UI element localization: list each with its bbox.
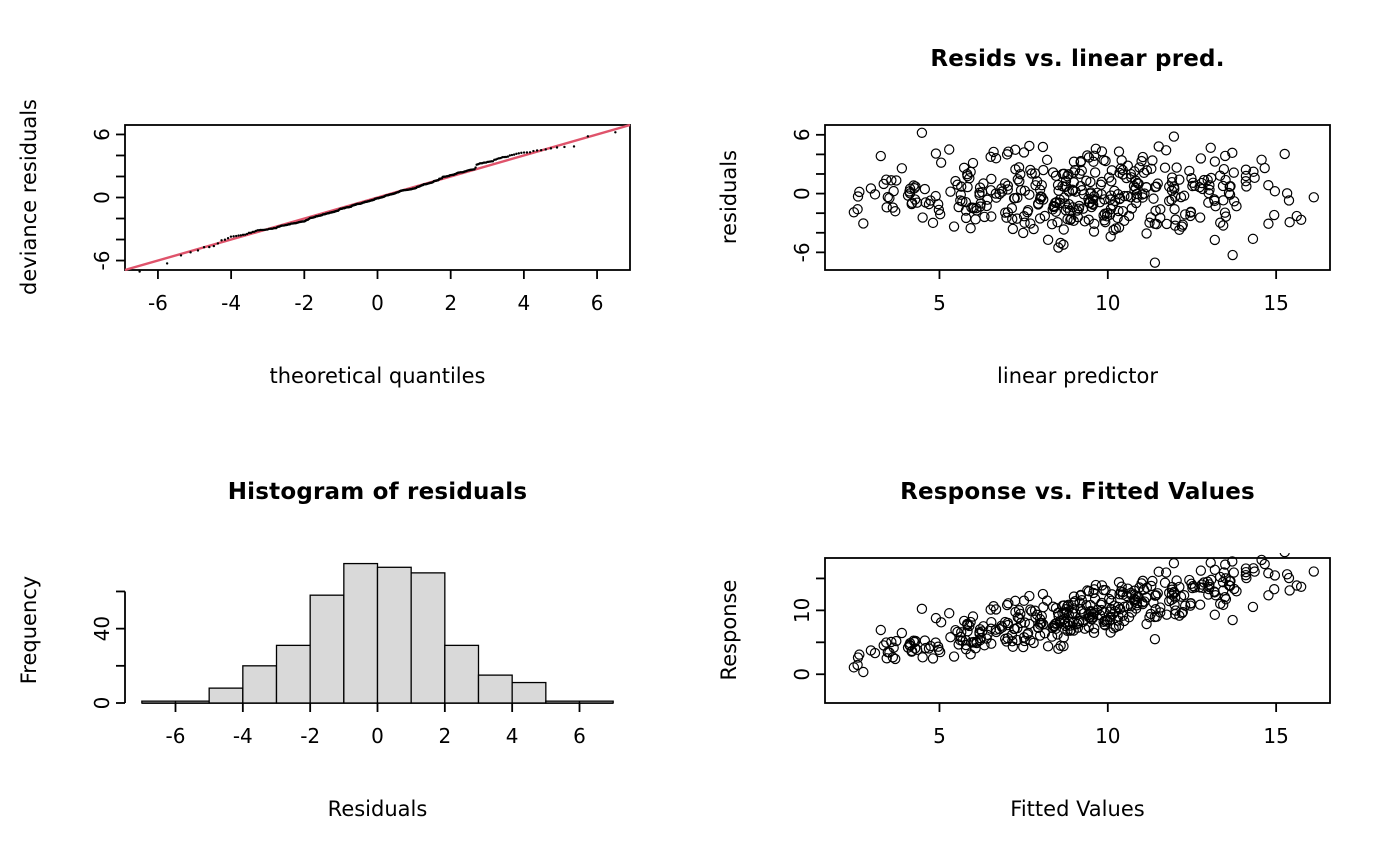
- plot-title: Response vs. Fitted Values: [900, 479, 1255, 505]
- x-axis-label: Residuals: [327, 797, 428, 821]
- svg-text:-4: -4: [221, 291, 241, 315]
- svg-text:6: 6: [591, 291, 604, 315]
- svg-text:4: 4: [518, 291, 531, 315]
- x-axis-label: theoretical quantiles: [269, 364, 486, 388]
- svg-text:-6: -6: [148, 291, 168, 315]
- svg-text:-6: -6: [166, 724, 186, 748]
- svg-text:6: 6: [90, 128, 114, 141]
- svg-text:10: 10: [790, 598, 814, 623]
- x-axis-label: Fitted Values: [1010, 797, 1145, 821]
- panel-histogram: Histogram of residuals Frequency Residua…: [0, 433, 700, 866]
- residuals-histogram: -6 -4 -2 0 2 4 6 0 40: [90, 562, 614, 748]
- svg-text:40: 40: [90, 616, 114, 641]
- svg-text:0: 0: [371, 291, 384, 315]
- svg-text:-2: -2: [300, 724, 320, 748]
- svg-text:0: 0: [790, 668, 814, 681]
- panel-response-vs-fitted: Response vs. Fitted Values Response Fitt…: [700, 433, 1400, 866]
- svg-text:-4: -4: [233, 724, 253, 748]
- svg-text:-6: -6: [790, 242, 814, 262]
- plot-title: Histogram of residuals: [227, 479, 528, 505]
- svg-text:0: 0: [90, 697, 114, 710]
- svg-text:0: 0: [790, 187, 814, 200]
- plot-title: Resids vs. linear pred.: [930, 46, 1225, 72]
- svg-text:15: 15: [1263, 724, 1288, 748]
- svg-text:5: 5: [933, 291, 946, 315]
- svg-text:6: 6: [790, 128, 814, 141]
- svg-text:2: 2: [438, 724, 451, 748]
- svg-text:15: 15: [1263, 291, 1288, 315]
- svg-text:0: 0: [371, 724, 384, 748]
- svg-text:6: 6: [573, 724, 586, 748]
- svg-text:10: 10: [1095, 724, 1120, 748]
- qq-plot: -6 -4 -2 0 2 4 6 -6 0 6: [90, 123, 631, 315]
- svg-text:4: 4: [506, 724, 519, 748]
- x-axis-label: linear predictor: [997, 364, 1158, 388]
- svg-text:2: 2: [444, 291, 457, 315]
- residuals-vs-linear-predictor-plot: 5 10 15 -6 0 6: [790, 124, 1331, 315]
- svg-text:10: 10: [1095, 291, 1120, 315]
- panel-qq: deviance residuals theoretical quantiles…: [0, 0, 700, 433]
- svg-text:-6: -6: [90, 251, 114, 271]
- response-vs-fitted-plot: 5 10 15 0 10: [790, 553, 1331, 748]
- panel-resids-vs-linear-pred: Resids vs. linear pred. residuals linear…: [700, 0, 1400, 433]
- svg-text:0: 0: [90, 191, 114, 204]
- svg-text:-2: -2: [294, 291, 314, 315]
- svg-text:5: 5: [933, 724, 946, 748]
